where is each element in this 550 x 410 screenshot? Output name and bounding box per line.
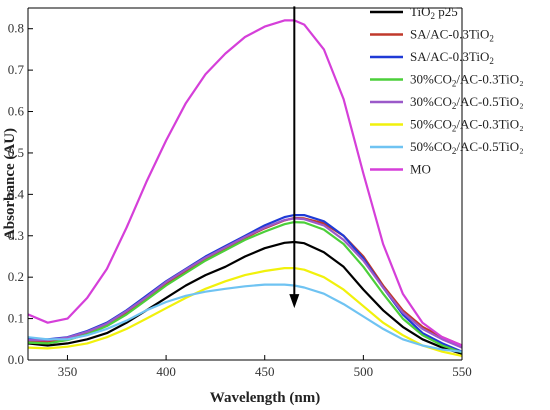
x-tick-label-500: 500 — [354, 364, 374, 379]
legend-label-6: 50%CO2/AC-0.5TiO₂ — [410, 139, 524, 156]
x-tick-label-350: 350 — [58, 364, 78, 379]
y-tick-label-0.7: 0.7 — [8, 62, 25, 77]
y-tick-label-0.2: 0.2 — [8, 269, 24, 284]
y-tick-label-0.1: 0.1 — [8, 311, 24, 326]
y-tick-label-0.6: 0.6 — [8, 104, 25, 119]
y-tick-label-0.5: 0.5 — [8, 145, 24, 160]
y-tick-label-0: 0.0 — [8, 352, 24, 367]
legend: TiO2 p25 SA/AC-0.3TiO2 SA/AC-0.3TiO2 30%CO2… — [370, 4, 524, 177]
series-line-6 — [28, 283, 462, 353]
legend-label-7: MO — [410, 162, 431, 177]
series-line-7 — [28, 19, 462, 347]
x-axis-title: Wavelength (nm) — [210, 390, 320, 406]
series-line-0 — [28, 240, 462, 355]
axes: 350 400 450 500 550 0.0 0.1 0.2 0.3 0.4 0.5 0.6 0.7 0… — [8, 7, 472, 379]
legend-label-2: SA/AC-0.3TiO2 — [410, 49, 494, 66]
y-tick-label-0.3: 0.3 — [8, 228, 24, 243]
legend-label-4: 30%CO2/AC-0.5TiO₂ — [410, 94, 524, 111]
x-tick-label-450: 450 — [255, 364, 275, 379]
series-line-3 — [28, 221, 462, 354]
arrow-annotation — [289, 6, 300, 309]
y-axis-title: Absorbance (AU) — [2, 128, 18, 240]
series-line-5 — [28, 267, 462, 357]
legend-label-3: 30%CO2/AC-0.3TiO₂ — [410, 72, 524, 89]
series-line-4 — [28, 217, 462, 349]
arrow-head — [289, 294, 300, 309]
x-tick-label-400: 400 — [156, 364, 176, 379]
y-tick-label-0.8: 0.8 — [8, 21, 24, 36]
legend-label-5: 50%CO2/AC-0.3TiO₂ — [410, 117, 524, 134]
y-tick-label-0.4: 0.4 — [8, 186, 25, 201]
plot-lines — [28, 19, 462, 357]
legend-label-0: TiO2 p25 — [410, 4, 458, 21]
x-tick-label-550: 550 — [452, 364, 472, 379]
legend-label-1: SA/AC-0.3TiO2 — [410, 27, 494, 44]
